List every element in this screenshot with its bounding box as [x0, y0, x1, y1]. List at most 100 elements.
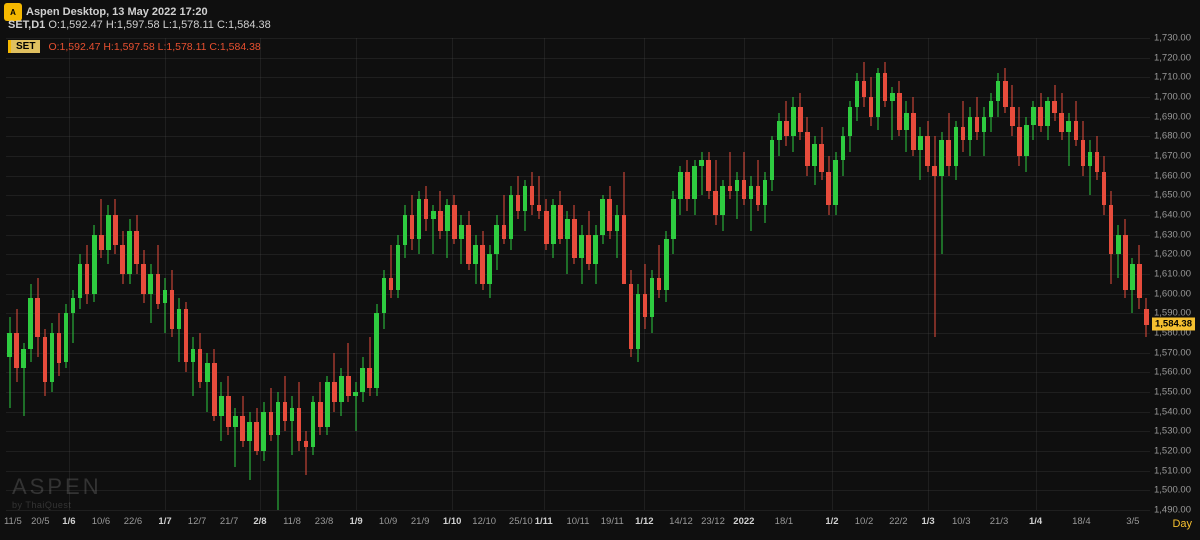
- y-tick-label: 1,600.00: [1154, 288, 1191, 299]
- grid-line-horizontal: [6, 254, 1150, 255]
- watermark: ASPEN by ThaiQuest: [12, 474, 102, 510]
- grid-line-horizontal: [6, 58, 1150, 59]
- x-tick-label: 11/5: [4, 516, 22, 527]
- x-tick-label: 1/4: [1029, 516, 1042, 527]
- y-tick-label: 1,660.00: [1154, 170, 1191, 181]
- grid-line-vertical: [832, 38, 833, 510]
- x-tick-label: 19/11: [601, 516, 624, 527]
- ohlc-values: O:1,592.47 H:1,597.58 L:1,578.11 C:1,584…: [48, 41, 260, 53]
- grid-line-horizontal: [6, 77, 1150, 78]
- x-tick-label: 25/10: [509, 516, 533, 527]
- y-tick-label: 1,710.00: [1154, 72, 1191, 83]
- x-tick-label: 3/5: [1126, 516, 1139, 527]
- y-tick-label: 1,500.00: [1154, 485, 1191, 496]
- app-title: Aspen Desktop, 13 May 2022 17:20: [26, 6, 208, 18]
- symbol-badge[interactable]: SET: [8, 40, 40, 53]
- y-tick-label: 1,720.00: [1154, 52, 1191, 63]
- grid-line-horizontal: [6, 392, 1150, 393]
- y-tick-label: 1,560.00: [1154, 367, 1191, 378]
- grid-line-horizontal: [6, 294, 1150, 295]
- x-tick-label: 21/7: [220, 516, 239, 527]
- grid-line-horizontal: [6, 490, 1150, 491]
- x-tick-label: 1/11: [535, 516, 553, 527]
- grid-line-vertical: [356, 38, 357, 510]
- grid-line-horizontal: [6, 451, 1150, 452]
- current-price-badge: 1,584.38: [1152, 318, 1195, 331]
- ohlc-row: SET O:1,592.47 H:1,597.58 L:1,578.11 C:1…: [8, 40, 261, 53]
- x-tick-label: 22/2: [889, 516, 908, 527]
- x-tick-label: 22/6: [124, 516, 143, 527]
- symbol-and-interval: SET,D1: [8, 19, 45, 31]
- x-tick-label: 23/8: [315, 516, 334, 527]
- grid-line-vertical: [744, 38, 745, 510]
- y-tick-label: 1,570.00: [1154, 347, 1191, 358]
- x-tick-label: 10/2: [855, 516, 874, 527]
- grid-line-horizontal: [6, 215, 1150, 216]
- x-tick-label: 2022: [733, 516, 754, 527]
- x-tick-label: 1/10: [443, 516, 462, 527]
- grid-line-horizontal: [6, 412, 1150, 413]
- x-tick-label: 2/8: [253, 516, 266, 527]
- x-tick-label: 20/5: [31, 516, 50, 527]
- y-axis: 1,490.001,500.001,510.001,520.001,530.00…: [1152, 38, 1198, 510]
- grid-line-horizontal: [6, 176, 1150, 177]
- x-tick-label: 1/9: [349, 516, 362, 527]
- y-tick-label: 1,700.00: [1154, 92, 1191, 103]
- timeframe-label[interactable]: Day: [1172, 518, 1192, 530]
- x-tick-label: 18/1: [775, 516, 794, 527]
- grid-line-horizontal: [6, 471, 1150, 472]
- y-tick-label: 1,680.00: [1154, 131, 1191, 142]
- grid-line-horizontal: [6, 156, 1150, 157]
- grid-line-horizontal: [6, 97, 1150, 98]
- x-tick-label: 11/8: [283, 516, 301, 527]
- x-tick-label: 1/7: [158, 516, 171, 527]
- x-tick-label: 10/3: [952, 516, 971, 527]
- x-tick-label: 18/4: [1072, 516, 1091, 527]
- grid-line-vertical: [452, 38, 453, 510]
- y-tick-label: 1,530.00: [1154, 426, 1191, 437]
- x-tick-label: 23/12: [701, 516, 725, 527]
- y-tick-label: 1,730.00: [1154, 33, 1191, 44]
- watermark-brand: ASPEN: [12, 474, 102, 500]
- x-tick-label: 1/2: [825, 516, 838, 527]
- y-tick-label: 1,490.00: [1154, 505, 1191, 516]
- grid-line-vertical: [69, 38, 70, 510]
- y-tick-label: 1,690.00: [1154, 111, 1191, 122]
- chart-plot-area[interactable]: [6, 38, 1150, 510]
- y-tick-label: 1,630.00: [1154, 229, 1191, 240]
- header-ohlc: O:1,592.47 H:1,597.58 L:1,578.11 C:1,584…: [48, 19, 270, 31]
- grid-line-horizontal: [6, 136, 1150, 137]
- x-axis: 11/5 20/5 1/6 10/6 22/6 1/7 12/7 21/7 2/8 11/8 23/…: [6, 514, 1150, 532]
- y-tick-label: 1,620.00: [1154, 249, 1191, 260]
- grid-line-horizontal: [6, 372, 1150, 373]
- y-tick-label: 1,540.00: [1154, 406, 1191, 417]
- grid-line-horizontal: [6, 274, 1150, 275]
- symbol-header: SET,D1 O:1,592.47 H:1,597.58 L:1,578.11 …: [8, 19, 271, 31]
- x-tick-label: 1/12: [635, 516, 654, 527]
- grid-line-vertical: [928, 38, 929, 510]
- chart-window: A Aspen Desktop, 13 May 2022 17:20 SET,D…: [0, 0, 1200, 540]
- x-tick-label: 21/9: [411, 516, 430, 527]
- y-tick-label: 1,670.00: [1154, 151, 1191, 162]
- grid-line-horizontal: [6, 235, 1150, 236]
- x-tick-label: 1/6: [62, 516, 75, 527]
- x-tick-label: 1/3: [921, 516, 934, 527]
- y-tick-label: 1,640.00: [1154, 210, 1191, 221]
- watermark-byline: by ThaiQuest: [12, 500, 102, 510]
- y-tick-label: 1,610.00: [1154, 269, 1191, 280]
- grid-line-vertical: [544, 38, 545, 510]
- grid-line-horizontal: [6, 510, 1150, 511]
- y-tick-label: 1,650.00: [1154, 190, 1191, 201]
- x-tick-label: 14/12: [669, 516, 693, 527]
- x-tick-label: 10/9: [379, 516, 398, 527]
- x-tick-label: 12/10: [472, 516, 496, 527]
- y-tick-label: 1,550.00: [1154, 387, 1191, 398]
- x-tick-label: 12/7: [188, 516, 207, 527]
- grid-line-horizontal: [6, 195, 1150, 196]
- x-tick-label: 10/11: [566, 516, 589, 527]
- grid-line-horizontal: [6, 431, 1150, 432]
- x-tick-label: 21/3: [990, 516, 1009, 527]
- y-tick-label: 1,520.00: [1154, 446, 1191, 457]
- grid-line-vertical: [165, 38, 166, 510]
- x-tick-label: 10/6: [92, 516, 111, 527]
